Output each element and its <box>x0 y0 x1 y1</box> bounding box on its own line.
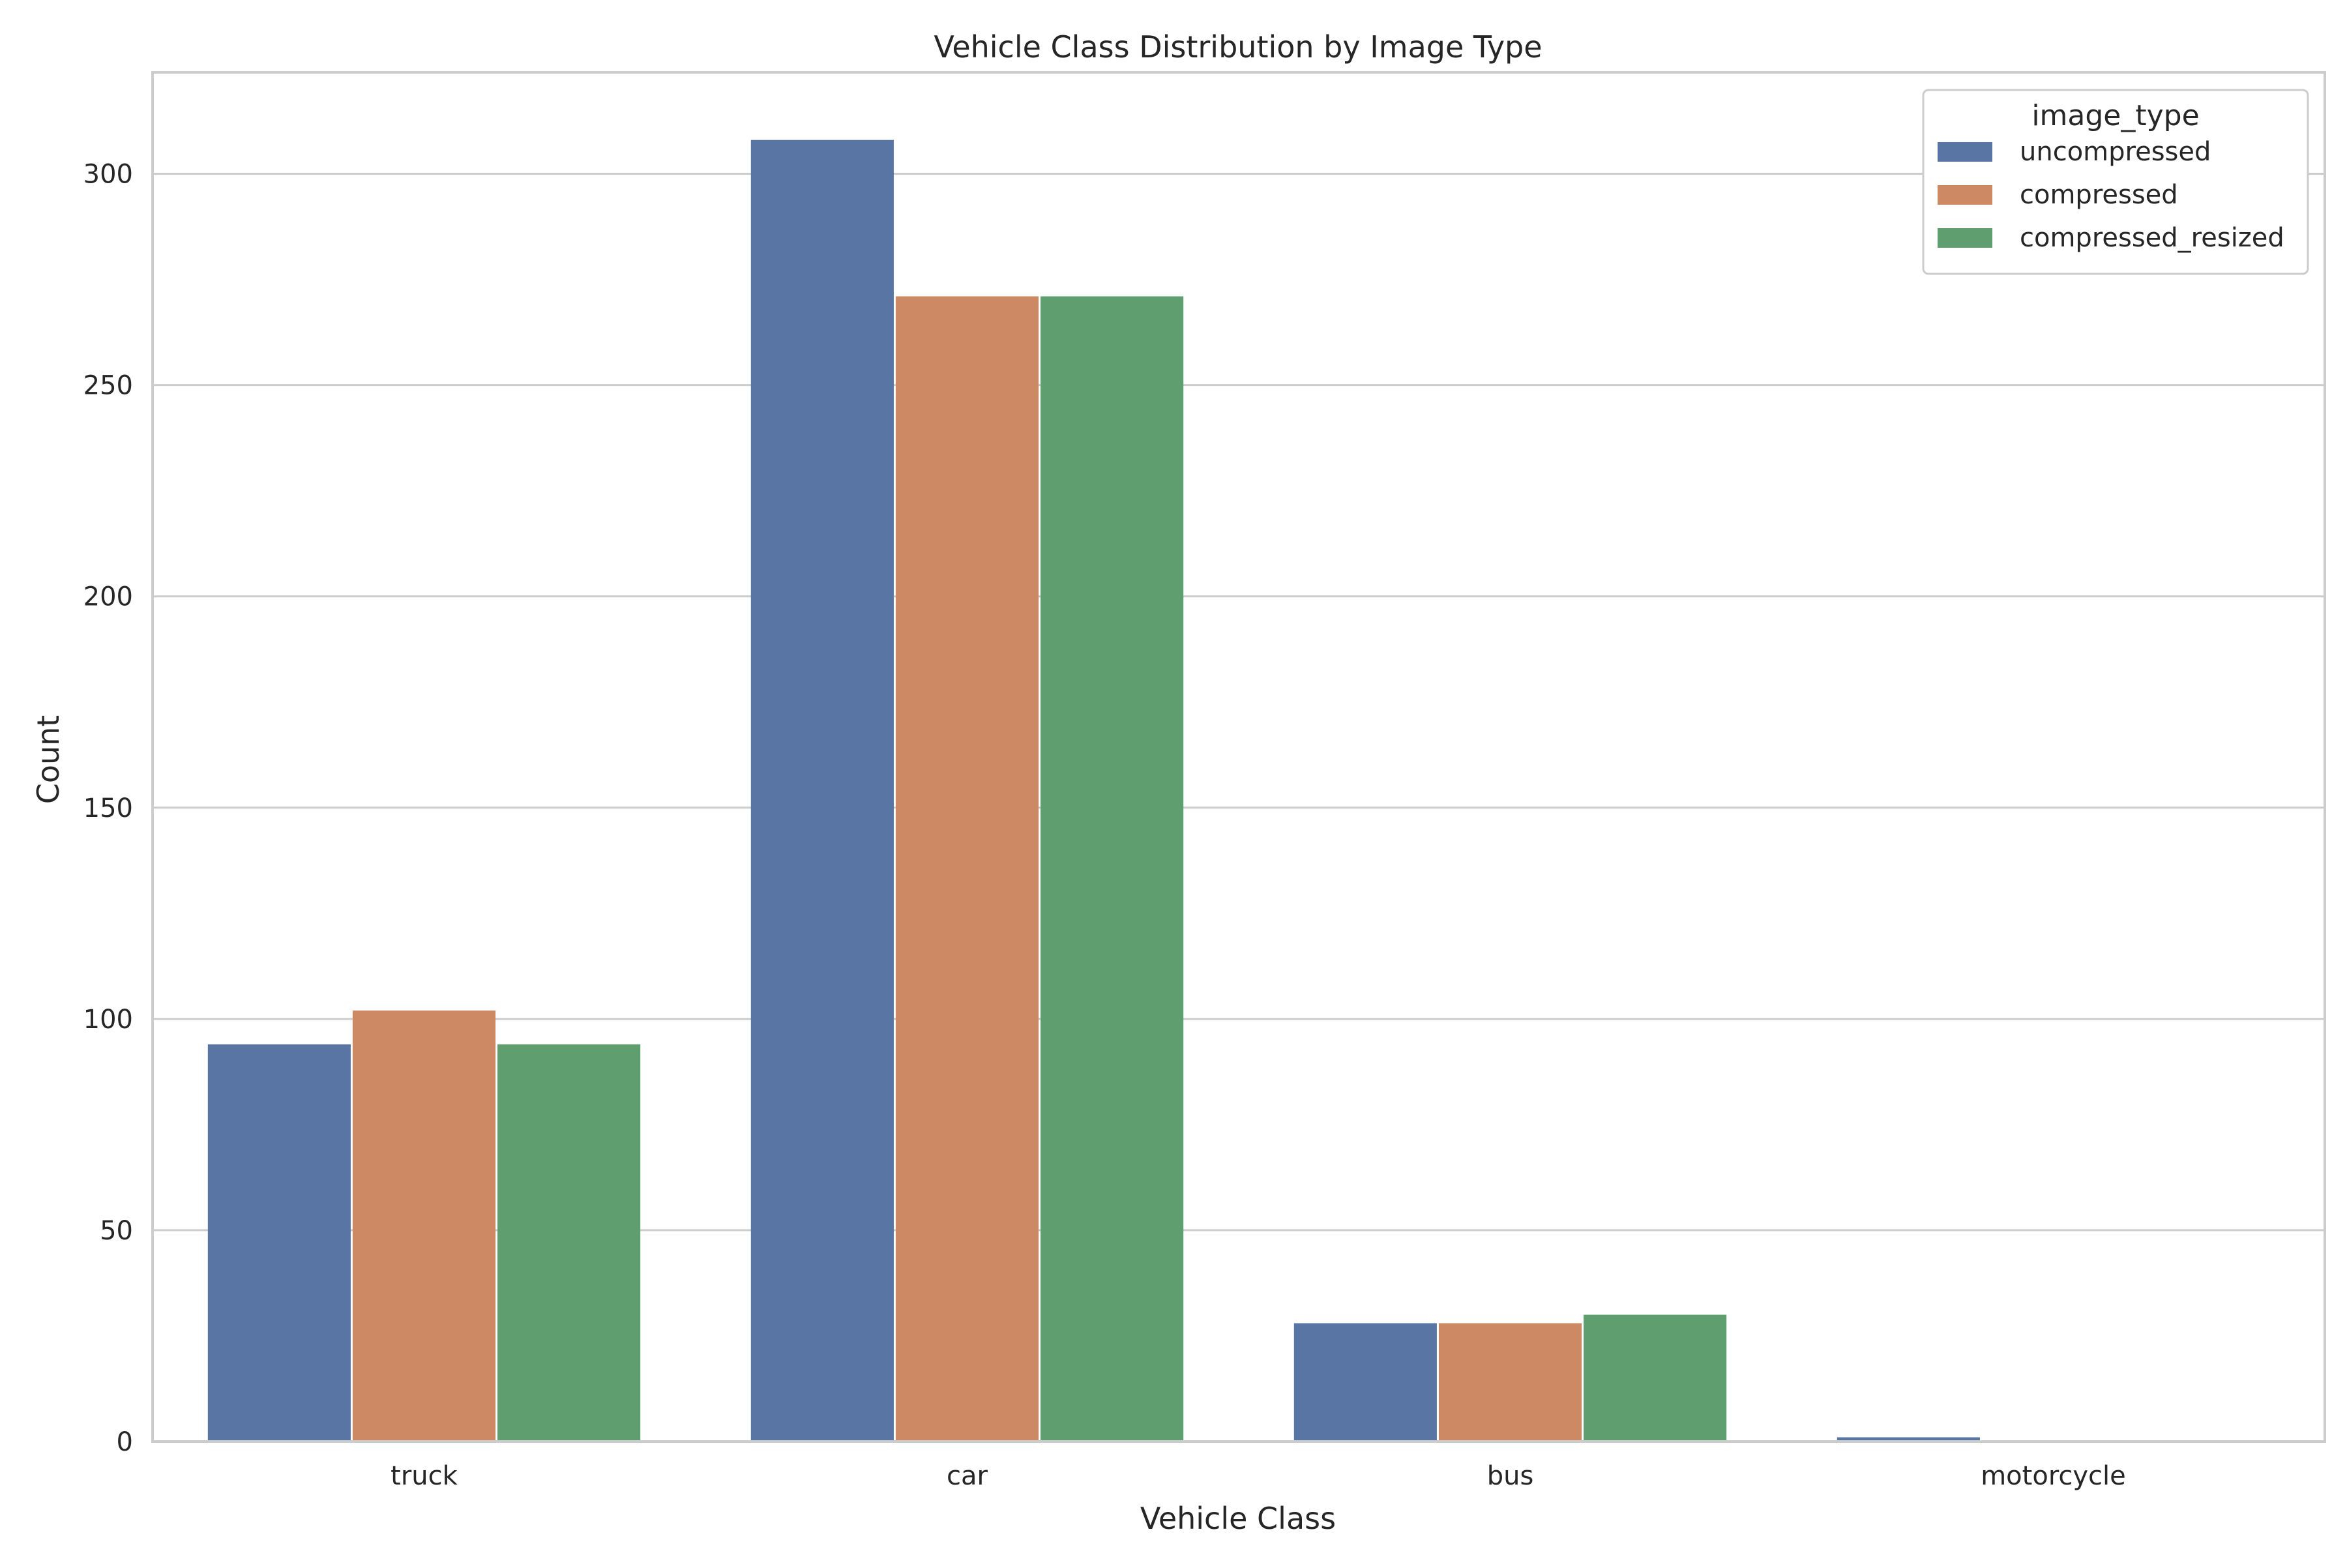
bar-uncompressed-motorcycle <box>1837 1437 1980 1442</box>
chart-title: Vehicle Class Distribution by Image Type <box>934 29 1542 65</box>
y-axis-ticks: 0 50 100 150 200 250 300 <box>83 160 133 1457</box>
legend-swatch-uncompressed <box>1938 142 1992 162</box>
x-tick-label-motorcycle: motorcycle <box>1981 1461 2126 1491</box>
bar-compressed_resized-truck <box>497 1044 641 1442</box>
legend-swatch-compressed <box>1938 185 1992 205</box>
bar-uncompressed-bus <box>1293 1323 1437 1442</box>
plot-frame <box>151 71 2326 1443</box>
legend-label-compressed: compressed <box>2020 180 2178 210</box>
y-tick-label: 150 <box>83 793 133 823</box>
y-tick-label: 300 <box>83 160 133 190</box>
legend-title: image_type <box>2031 99 2199 132</box>
bar-compressed-bus <box>1438 1323 1582 1442</box>
legend-items: uncompressed compressed compressed_resized <box>1938 137 2284 253</box>
y-axis-label: Count <box>31 715 66 805</box>
x-axis-ticks: truck car bus motorcycle <box>391 1461 2126 1491</box>
legend-box <box>1922 89 2309 275</box>
legend-label-compressed_resized: compressed_resized <box>2020 223 2284 253</box>
bar-compressed-truck <box>352 1010 496 1442</box>
bar-uncompressed-truck <box>207 1044 351 1442</box>
y-tick-label: 100 <box>83 1005 133 1035</box>
legend: image_type uncompressed compressed compres… <box>1922 89 2309 275</box>
bar-compressed-car <box>895 296 1039 1442</box>
legend-swatch-compressed_resized <box>1938 228 1992 248</box>
bars <box>207 140 1980 1442</box>
x-tick-label-truck: truck <box>391 1461 458 1491</box>
x-tick-label-bus: bus <box>1487 1461 1534 1491</box>
legend-label-uncompressed: uncompressed <box>2020 137 2211 167</box>
y-tick-label: 200 <box>83 582 133 612</box>
plot-border <box>151 71 2326 1443</box>
x-axis-label: Vehicle Class <box>1140 1501 1336 1536</box>
bar-compressed_resized-bus <box>1584 1314 1727 1442</box>
y-tick-label: 0 <box>117 1427 133 1457</box>
x-tick-label-car: car <box>947 1461 988 1491</box>
y-tick-label: 250 <box>83 371 133 401</box>
y-tick-label: 50 <box>100 1216 133 1246</box>
bar-compressed_resized-car <box>1041 296 1184 1442</box>
bar-uncompressed-car <box>750 140 894 1442</box>
